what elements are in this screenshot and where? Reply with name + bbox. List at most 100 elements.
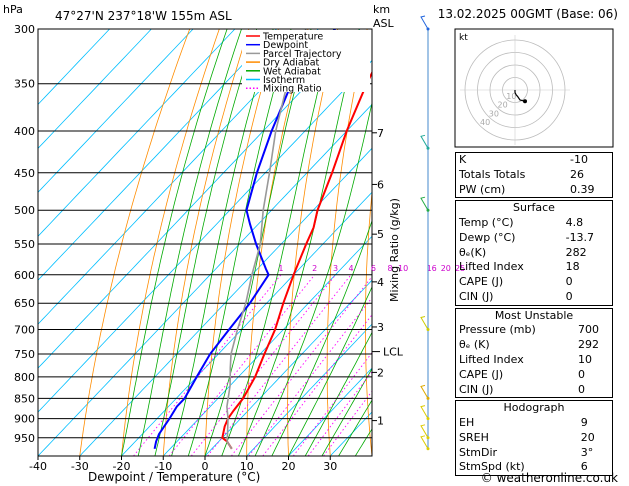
- table-row: StmSpd (kt) 6: [456, 460, 614, 475]
- wet-adiabat-line: [338, 399, 372, 456]
- temperature-tick-label: -40: [29, 460, 47, 473]
- pressure-tick-label: 800: [14, 371, 35, 384]
- wet-adiabat-line: [137, 29, 242, 456]
- table-row: PW (cm) 0.39: [456, 183, 614, 198]
- wind-barb: [420, 405, 429, 419]
- isotherm-line: [288, 367, 372, 456]
- most-unstable-value: 292: [577, 338, 599, 352]
- isotherm-line: [38, 103, 372, 456]
- most-unstable-title: Most Unstable: [494, 308, 574, 322]
- mixing-ratio-label: 25: [455, 264, 465, 273]
- mixing-ratio-label: 1: [278, 264, 283, 273]
- table-row: CIN (J) 0: [456, 383, 614, 398]
- hodograph-stat-value: 9: [580, 415, 588, 429]
- dry-adiabat-line: [326, 29, 368, 456]
- table-row: CIN (J) 0: [456, 290, 614, 305]
- surface-label: θₑ(K): [459, 245, 487, 259]
- pressure-tick-label: 750: [14, 348, 35, 361]
- surface-value: 0: [565, 275, 573, 289]
- indices-panel: K -10 Totals Totals 26 PW (cm) 0.39 Surface T…: [455, 152, 614, 477]
- wind-barb: [420, 15, 429, 30]
- surface-label: Temp (°C): [459, 215, 514, 229]
- most-unstable-label: Pressure (mb): [459, 323, 536, 337]
- indices-box: K -10 Totals Totals 26 PW (cm) 0.39: [455, 152, 614, 199]
- mixing-ratio-label: 16: [427, 264, 437, 273]
- hpa-label: hPa: [3, 3, 23, 16]
- most-unstable-value: 0: [577, 382, 585, 396]
- mixing-ratio-label: 2: [312, 264, 317, 273]
- legend-background: [242, 30, 370, 92]
- height-tick-label: 6: [377, 178, 384, 191]
- temperature-tick-label: -20: [113, 460, 131, 473]
- height-tick-label: 1: [377, 415, 384, 428]
- series-parcel-trajectory: [226, 29, 307, 450]
- legend-label: Temperature: [262, 32, 323, 43]
- legend-label: Mixing Ratio: [263, 84, 322, 95]
- hodograph-trace: [514, 90, 526, 102]
- wind-barb: [420, 435, 429, 450]
- table-row: θₑ (K) 292: [456, 338, 614, 353]
- dry-adiabat-line: [438, 29, 456, 456]
- dry-adiabat-line: [121, 29, 220, 456]
- wind-barb: [420, 424, 429, 439]
- pressure-tick-label: 500: [14, 204, 35, 217]
- series-temperature: [221, 70, 372, 450]
- height-tick-label: 2: [377, 366, 384, 379]
- table-row: EH 9: [456, 416, 614, 431]
- temperature-tick-label: 10: [240, 460, 254, 473]
- hodograph-ring-label: 20: [498, 101, 508, 110]
- mixing-ratio-line: [207, 274, 352, 456]
- x-axis-title: Dewpoint / Temperature (°C): [88, 470, 260, 484]
- isotherm-line: [38, 29, 194, 193]
- hodograph-stat-value: 20: [580, 430, 595, 444]
- table-row: Lifted Index 10: [456, 353, 614, 368]
- table-row: Pressure (mb) 700: [456, 323, 614, 338]
- legend-label: Wet Adiabat: [263, 66, 321, 77]
- hodograph-table-box: Hodograph EH 9 SREH 20 StmDir 3° StmSpd (kt) 6: [455, 400, 614, 477]
- surface-value: 0: [565, 289, 573, 303]
- temperature-tick-label: -10: [154, 460, 172, 473]
- hodograph-stat-label: StmDir: [459, 445, 498, 459]
- wind-barb: [420, 316, 429, 330]
- height-tick-label: 5: [377, 228, 384, 241]
- wind-barb: [420, 134, 429, 149]
- surface-value: -13.7: [565, 230, 595, 244]
- mixing-ratio-axis-title: Mixing Ratio (g/kg): [388, 198, 401, 302]
- index-value: 26: [570, 167, 585, 181]
- pressure-tick-label: 900: [14, 413, 35, 426]
- datetime-title: 13.02.2025 00GMT (Base: 06): [438, 7, 618, 21]
- hodograph-ring-label: 10: [506, 92, 516, 101]
- surface-box: Surface Temp (°C) 4.8 Dewp (°C) -13.7 θₑ(K) 2…: [455, 200, 614, 306]
- hodograph-stat-value: 3°: [580, 445, 594, 459]
- surface-value: 282: [565, 245, 587, 259]
- mixing-ratio-label: 4: [348, 264, 353, 273]
- surface-title: Surface: [513, 201, 555, 215]
- table-row: θₑ(K) 282: [456, 246, 614, 261]
- footer-credit: © weatheronline.co.uk: [481, 471, 618, 485]
- height-tick-label: 4: [377, 276, 384, 289]
- surface-label: CIN (J): [459, 289, 494, 303]
- most-unstable-label: θₑ (K): [459, 338, 490, 352]
- isotherm-line: [38, 29, 236, 237]
- isotherm-line: [38, 29, 152, 149]
- pressure-tick-label: 450: [14, 167, 35, 180]
- hodograph-stat-label: SREH: [459, 430, 489, 444]
- pressure-tick-label: 350: [14, 78, 35, 91]
- asl-label: ASL: [373, 17, 395, 30]
- dry-adiabat-line: [79, 29, 191, 456]
- pressure-tick-label: 650: [14, 297, 35, 310]
- index-value: -10: [570, 153, 589, 166]
- mixing-ratio-label: 8: [387, 264, 392, 273]
- pressure-tick-label: 550: [14, 238, 35, 251]
- index-value: 0.39: [570, 182, 595, 196]
- legend-label: Isotherm: [263, 75, 305, 86]
- lcl-label: LCL: [383, 346, 404, 359]
- table-row: SREH 20: [456, 431, 614, 446]
- temperature-tick-label: 30: [323, 460, 337, 473]
- wet-adiabat-line: [304, 331, 372, 456]
- table-row: Temp (°C) 4.8: [456, 216, 614, 231]
- mixing-ratio-label: 3: [333, 264, 338, 273]
- hodograph-ring-label: 40: [480, 118, 490, 127]
- most-unstable-box: Most Unstable Pressure (mb) 700 θₑ (K) 292 L…: [455, 307, 614, 399]
